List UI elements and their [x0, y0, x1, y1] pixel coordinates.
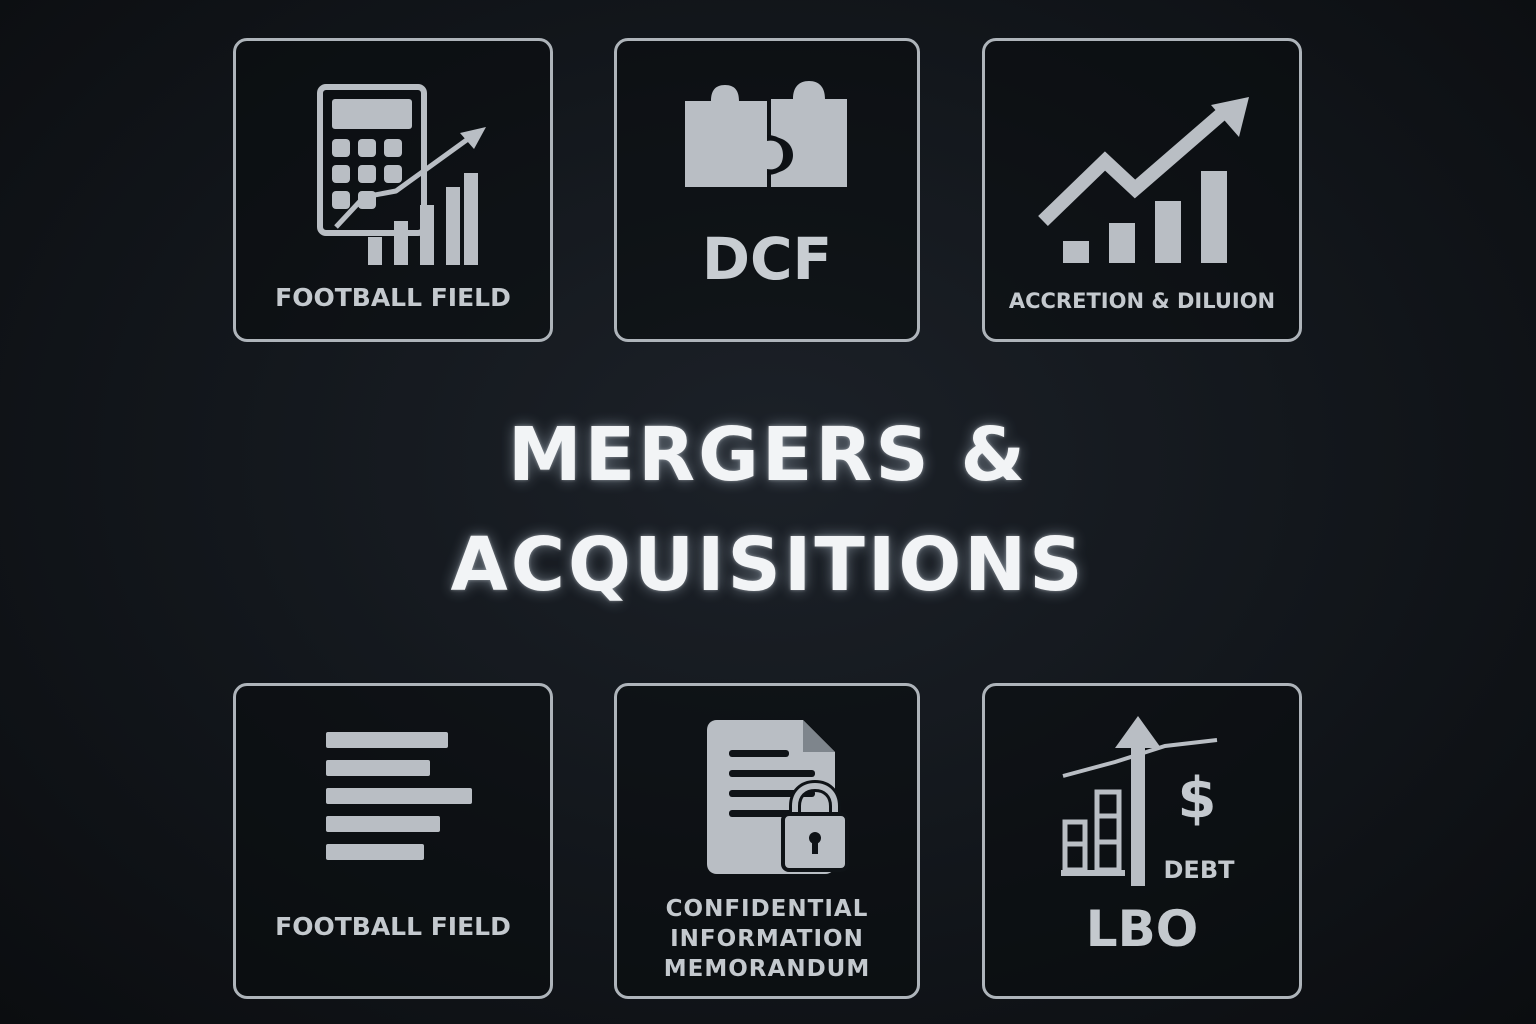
card-dcf: DCF	[614, 38, 920, 342]
growth-chart-icon	[1038, 97, 1249, 263]
card-football-field-bottom: FOOTBALL FIELD	[233, 683, 553, 999]
card-cim: CONFIDENTIAL INFORMATION MEMORANDUM	[614, 683, 920, 999]
page-title-line-1: MERGERS &	[507, 412, 1029, 498]
card-label: DCF	[701, 225, 833, 293]
horizontal-bars-icon	[326, 732, 472, 860]
card-label-line-1: CONFIDENTIAL	[665, 896, 869, 922]
leveraged-buyout-icon	[1061, 716, 1218, 886]
card-label: FOOTBALL FIELD	[275, 283, 511, 312]
card-sub-label-debt: DEBT	[1163, 856, 1235, 884]
card-accretion-dilution: ACCRETION & DILUION	[982, 38, 1302, 342]
calculator-chart-icon	[317, 84, 486, 265]
puzzle-icon	[685, 81, 847, 187]
dollar-sign-icon: $	[1177, 766, 1217, 831]
card-label-line-2: INFORMATION	[670, 926, 864, 952]
locked-document-icon	[707, 720, 849, 874]
card-label: FOOTBALL FIELD	[275, 912, 511, 941]
card-lbo: $ DEBT LBO	[982, 683, 1302, 999]
page-title-line-2: ACQUISITIONS	[450, 522, 1086, 608]
card-label: ACCRETION & DILUION	[1008, 289, 1276, 313]
card-football-field-top: FOOTBALL FIELD	[233, 38, 553, 342]
card-label: LBO	[1085, 900, 1199, 958]
card-label-line-3: MEMORANDUM	[663, 956, 871, 982]
